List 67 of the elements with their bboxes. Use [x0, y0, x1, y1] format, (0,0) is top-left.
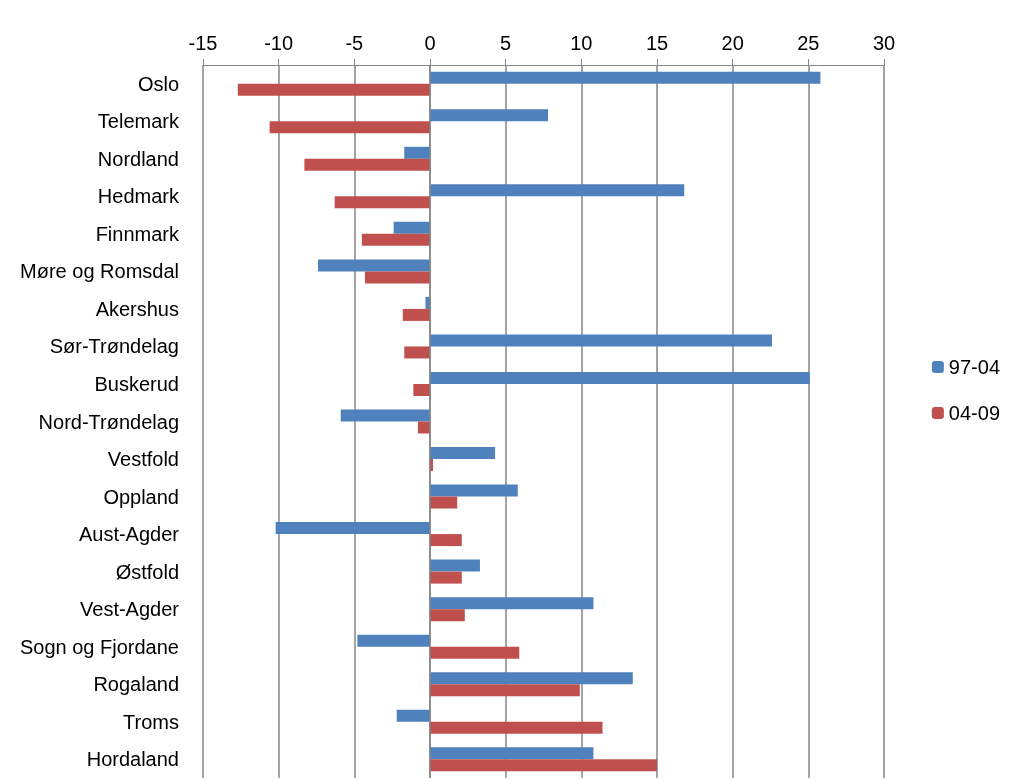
- bar: [304, 158, 430, 171]
- bar: [334, 196, 430, 209]
- x-tick-label: 15: [645, 32, 669, 54]
- y-tick-label: Hordaland: [86, 748, 179, 771]
- y-tick-label: Sogn og Fjordane: [19, 635, 179, 658]
- bar: [396, 709, 430, 722]
- bar: [430, 109, 549, 122]
- x-tick-label: 25: [797, 32, 820, 54]
- y-tick-label: Aust-Agder: [78, 523, 180, 546]
- bar: [430, 534, 462, 547]
- bar: [430, 747, 594, 760]
- y-tick-label: Møre og Romsdal: [20, 260, 179, 283]
- bar: [430, 559, 480, 572]
- y-tick-label: Oslo: [137, 72, 179, 95]
- x-tick-label: -10: [264, 32, 294, 54]
- bar: [430, 571, 462, 584]
- bar: [430, 447, 496, 460]
- x-tick-label: -5: [345, 32, 364, 54]
- bar: [430, 371, 810, 384]
- bar: [413, 383, 430, 396]
- bar: [430, 646, 520, 659]
- bar: [417, 421, 430, 434]
- bar: [237, 83, 430, 96]
- bar: [430, 496, 458, 509]
- y-tick-label: Troms: [123, 710, 179, 733]
- y-tick-label: Nord-Trøndelag: [38, 410, 179, 433]
- x-tick-label: 5: [500, 32, 512, 54]
- x-tick-label: 10: [570, 32, 593, 54]
- bar: [430, 71, 821, 84]
- bar: [318, 259, 430, 272]
- bar: [430, 609, 465, 622]
- y-tick-label: Vest-Agder: [80, 598, 180, 621]
- bar: [361, 233, 430, 246]
- bar: [364, 271, 430, 284]
- x-tick-label: 30: [872, 32, 896, 54]
- bar: [275, 522, 430, 535]
- bar: [430, 721, 603, 734]
- x-tick-label: 0: [424, 32, 436, 54]
- y-tick-label: Sør-Trøndelag: [49, 335, 179, 358]
- bar: [430, 672, 633, 685]
- bar: [430, 684, 580, 697]
- bar: [430, 334, 773, 347]
- y-tick-label: Rogaland: [93, 673, 179, 696]
- x-tick-label: -15: [188, 32, 218, 54]
- bar: [404, 146, 430, 159]
- y-tick-label: Buskerud: [94, 372, 179, 395]
- y-tick-label: Telemark: [97, 110, 180, 133]
- legend-label: 04-09: [948, 402, 1000, 424]
- bar: [430, 759, 657, 772]
- y-tick-label: Nordland: [97, 147, 179, 170]
- legend-label: 97-04: [948, 356, 1000, 378]
- bar: [402, 308, 430, 321]
- bar: [404, 346, 430, 359]
- bar: [430, 597, 594, 610]
- bar: [269, 121, 430, 134]
- x-tick-label: 20: [721, 32, 744, 54]
- y-tick-label: Finnmark: [95, 222, 180, 245]
- bar: [430, 184, 685, 197]
- y-tick-label: Vestfold: [107, 448, 179, 471]
- y-tick-label: Østfold: [115, 560, 179, 583]
- y-tick-label: Oppland: [103, 485, 179, 508]
- bar: [430, 484, 518, 497]
- y-tick-label: Akershus: [95, 297, 179, 320]
- bar: [357, 634, 430, 647]
- bar: [393, 221, 430, 234]
- bar: [340, 409, 430, 422]
- y-tick-label: Hedmark: [97, 185, 180, 208]
